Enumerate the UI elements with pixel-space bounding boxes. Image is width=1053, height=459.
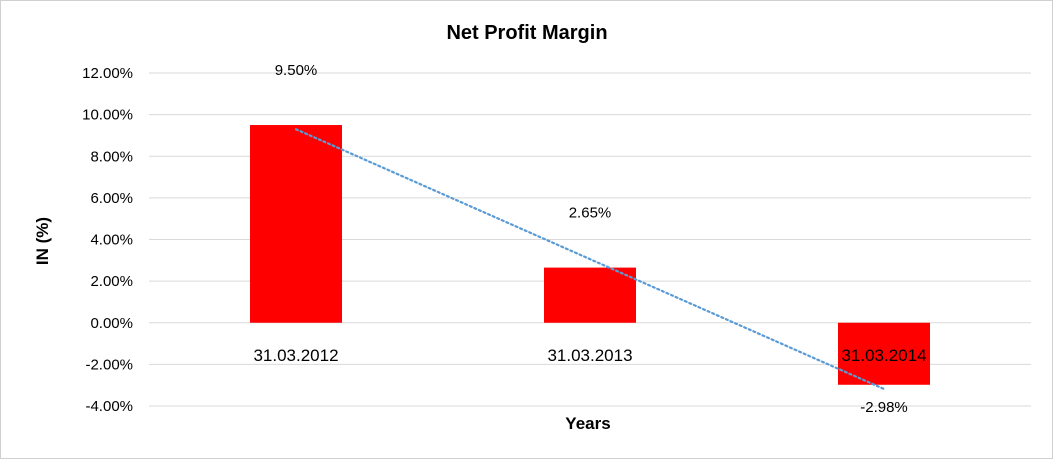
y-tick-label: 4.00% [90,232,133,249]
y-tick-label: 2.00% [90,273,133,290]
bars [250,125,930,385]
y-tick-label: 12.00% [82,65,133,82]
x-category-label: 31.03.2014 [841,346,926,365]
data-label: 9.50% [275,62,318,79]
y-tick-label: 6.00% [90,190,133,207]
x-category-label: 31.03.2012 [253,346,338,365]
y-axis-title: IN (%) [33,217,52,265]
bar [838,322,930,385]
bar [544,267,636,323]
y-tick-label: -4.00% [85,398,133,415]
y-tick-label: -2.00% [85,356,133,373]
data-labels: 9.50% 2.65% -2.98% [275,62,908,416]
y-tick-label: 0.00% [90,315,133,332]
data-label: -2.98% [860,399,908,416]
trendline-group [294,128,886,391]
y-tick-label: 8.00% [90,148,133,165]
trendline [294,128,886,391]
bar [250,125,342,323]
data-label: 2.65% [569,205,612,222]
x-axis-title: Years [565,414,610,433]
x-category-label: 31.03.2013 [547,346,632,365]
y-axis-ticks: 12.00% 10.00% 8.00% 6.00% 4.00% 2.00% 0.00% -2.… [82,65,133,415]
chart-title: Net Profit Margin [446,22,607,44]
y-tick-label: 10.00% [82,107,133,124]
x-axis-categories: 31.03.2012 31.03.2013 31.03.2014 [253,346,926,365]
